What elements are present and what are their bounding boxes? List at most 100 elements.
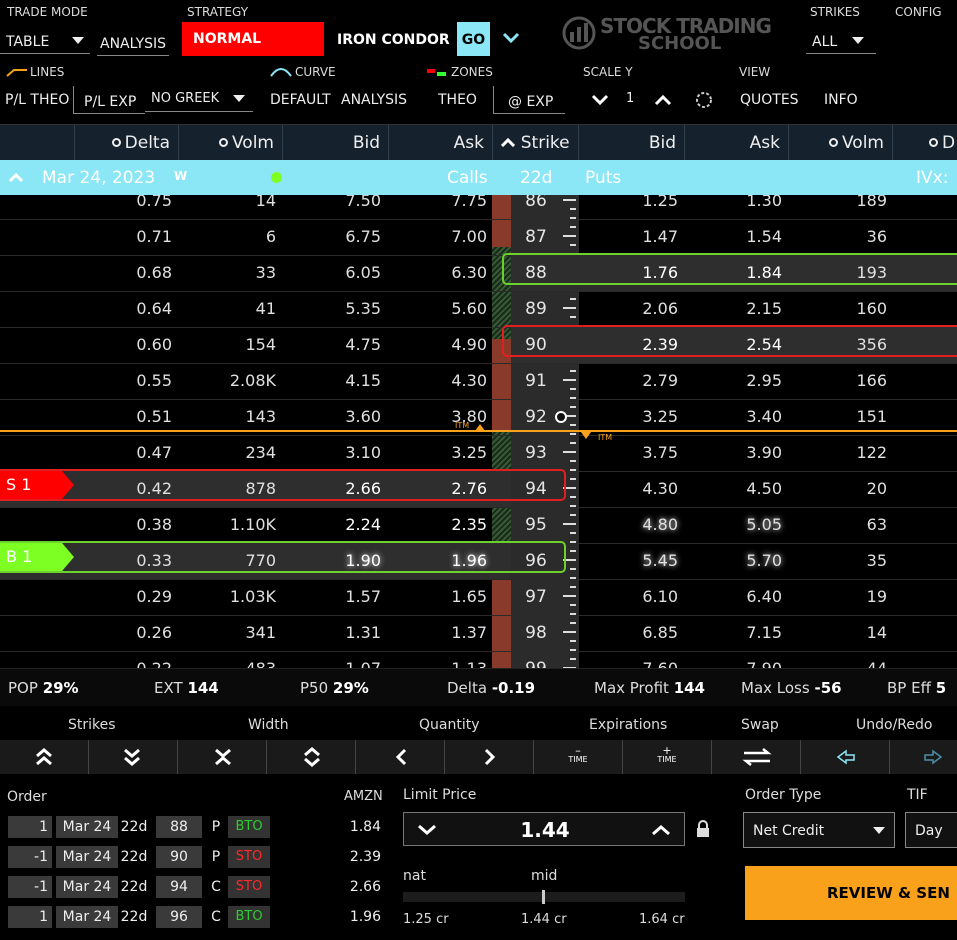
strike-cell[interactable]: 92 (525, 407, 547, 427)
strike-cell[interactable]: 86 (525, 195, 547, 211)
header-ask[interactable]: Ask (389, 125, 493, 161)
leg-strike[interactable]: 88 (156, 816, 202, 838)
call-ask-cell[interactable]: 1.13 (389, 651, 487, 668)
quantity-increase-button[interactable] (445, 740, 534, 774)
leg-expiration[interactable]: Mar 24 (56, 876, 118, 898)
quantity-decrease-button[interactable] (356, 740, 445, 774)
call-bid-cell[interactable]: 5.35 (345, 299, 381, 318)
header-put-volm[interactable]: Volm (789, 125, 893, 161)
expiration-row[interactable]: Mar 24, 2023 W Calls 22d Puts IVx: (0, 160, 957, 195)
put-bid-cell[interactable]: 1.25 (642, 195, 678, 210)
buy-tag[interactable]: B 1 (0, 543, 62, 571)
table-row[interactable]: 0.75 14 7.50 7.75 1.25 1.30 189 86 (0, 195, 957, 219)
call-ask-cell[interactable]: 2.35 (451, 515, 487, 534)
call-ask-cell[interactable]: 6.30 (451, 263, 487, 282)
table-row[interactable]: 0.42 878 2.66 2.76 4.30 4.50 20 94 (0, 471, 957, 507)
call-bid-cell[interactable]: 7.50 (345, 195, 381, 210)
header-put-ask[interactable]: Ask (685, 125, 789, 161)
call-bid-cell[interactable]: 1.31 (345, 623, 381, 642)
table-row[interactable]: 0.68 33 6.05 6.30 1.76 1.84 193 88 (0, 255, 957, 291)
strike-cell[interactable]: 89 (525, 299, 547, 319)
header-bid[interactable]: Bid (283, 125, 389, 161)
call-bid-cell[interactable]: 1.90 (345, 551, 381, 570)
limit-price-input[interactable]: 1.44 (403, 812, 685, 846)
strikes-select[interactable]: ALL (806, 26, 876, 54)
chevron-up-icon[interactable] (654, 94, 672, 106)
put-ask-cell[interactable]: 1.54 (746, 227, 782, 246)
strikes-up-button[interactable] (0, 740, 89, 774)
swap-button[interactable] (712, 740, 801, 774)
strike-cell[interactable]: 97 (525, 587, 547, 607)
go-button[interactable]: GO (457, 22, 490, 56)
table-row[interactable]: 0.38 1.10K 2.24 2.35 4.80 5.05 63 95 (0, 507, 957, 543)
table-row[interactable]: 0.33 770 1.90 1.96 5.45 5.70 35 96 (0, 543, 957, 579)
chevron-down-icon[interactable] (502, 31, 520, 45)
put-bid-cell[interactable]: 6.85 (642, 623, 678, 642)
leg-expiration[interactable]: Mar 24 (56, 816, 118, 838)
strike-cell[interactable]: 90 (525, 335, 547, 355)
quotes-button[interactable]: QUOTES (740, 92, 799, 108)
leg-action[interactable]: STO (228, 876, 270, 898)
review-send-button[interactable]: REVIEW & SEN (745, 866, 957, 920)
strikes-down-button[interactable] (89, 740, 178, 774)
put-ask-cell[interactable]: 7.15 (746, 623, 782, 642)
chevron-down-icon[interactable] (591, 94, 609, 106)
call-bid-cell[interactable]: 4.15 (345, 371, 381, 390)
call-ask-cell[interactable]: 2.76 (451, 479, 487, 498)
call-bid-cell[interactable]: 1.07 (283, 651, 381, 668)
call-ask-cell[interactable]: 1.37 (451, 623, 487, 642)
time-increase-button[interactable]: + TIME (623, 740, 712, 774)
call-bid-cell[interactable]: 6.05 (345, 263, 381, 282)
put-ask-cell[interactable]: 3.90 (746, 443, 782, 462)
tif-select[interactable]: Day (905, 812, 957, 848)
leg-action[interactable]: STO (228, 846, 270, 868)
leg-quantity[interactable]: 1 (8, 906, 52, 928)
call-ask-cell[interactable]: 1.65 (451, 587, 487, 606)
table-row[interactable]: 0.55 2.08K 4.15 4.30 2.79 2.95 166 91 (0, 363, 957, 399)
order-leg-row[interactable]: -1 Mar 24 22d 90 P STO 2.39 (8, 846, 383, 868)
table-row[interactable]: 0.60 154 4.75 4.90 2.39 2.54 356 90 (0, 327, 957, 363)
put-bid-cell[interactable]: 4.30 (642, 479, 678, 498)
call-ask-cell[interactable]: 3.25 (451, 443, 487, 462)
put-ask-cell[interactable]: 3.40 (746, 407, 782, 426)
analysis-tab[interactable]: ANALYSIS (97, 28, 169, 56)
put-bid-cell[interactable]: 2.39 (642, 335, 678, 354)
strike-cell[interactable]: 96 (525, 551, 547, 571)
order-leg-row[interactable]: -1 Mar 24 22d 94 C STO 2.66 (8, 876, 383, 898)
table-row[interactable]: 0.51 143 3.60 3.80 3.25 3.40 151 92 (0, 399, 957, 435)
redo-button[interactable] (890, 740, 957, 774)
time-decrease-button[interactable]: – TIME (534, 740, 623, 774)
strike-cell[interactable]: 87 (525, 227, 547, 247)
leg-expiration[interactable]: Mar 24 (56, 846, 118, 868)
table-row[interactable]: 0.22 483 1.07 1.13 7.60 7.90 44 99 (0, 651, 957, 668)
trade-mode-select[interactable]: TABLE (0, 26, 90, 54)
put-ask-cell[interactable]: 5.05 (746, 515, 782, 534)
curve-label[interactable]: CURVE (295, 65, 336, 79)
put-bid-cell[interactable]: 4.80 (642, 515, 678, 534)
pl-exp-tab[interactable]: P/L EXP (73, 86, 145, 114)
lock-icon[interactable] (694, 819, 712, 839)
width-widen-button[interactable] (267, 740, 356, 774)
refresh-icon[interactable] (694, 90, 714, 110)
strike-cell[interactable]: 93 (525, 443, 547, 463)
put-ask-cell[interactable]: 6.40 (746, 587, 782, 606)
put-ask-cell[interactable]: 2.54 (746, 335, 782, 354)
width-narrow-button[interactable] (178, 740, 267, 774)
call-bid-cell[interactable]: 4.75 (345, 335, 381, 354)
leg-strike[interactable]: 96 (156, 906, 202, 928)
default-button[interactable]: DEFAULT (270, 92, 331, 108)
table-row[interactable]: 0.64 41 5.35 5.60 2.06 2.15 160 89 (0, 291, 957, 327)
strategy-type[interactable]: IRON CONDOR (337, 32, 450, 48)
table-row[interactable]: 0.47 234 3.10 3.25 3.75 3.90 122 93 (0, 435, 957, 471)
strike-cell[interactable]: 95 (525, 515, 547, 535)
call-bid-cell[interactable]: 3.10 (345, 443, 381, 462)
header-put-bid[interactable]: Bid (579, 125, 685, 161)
analysis-button[interactable]: ANALYSIS (341, 92, 408, 108)
chevron-up-icon[interactable] (651, 824, 671, 836)
put-bid-cell[interactable]: 7.60 (579, 651, 678, 668)
info-button[interactable]: INFO (824, 92, 858, 108)
call-bid-cell[interactable]: 2.66 (345, 479, 381, 498)
call-bid-cell[interactable]: 6.75 (345, 227, 381, 246)
put-bid-cell[interactable]: 3.25 (642, 407, 678, 426)
leg-action[interactable]: BTO (228, 906, 270, 928)
